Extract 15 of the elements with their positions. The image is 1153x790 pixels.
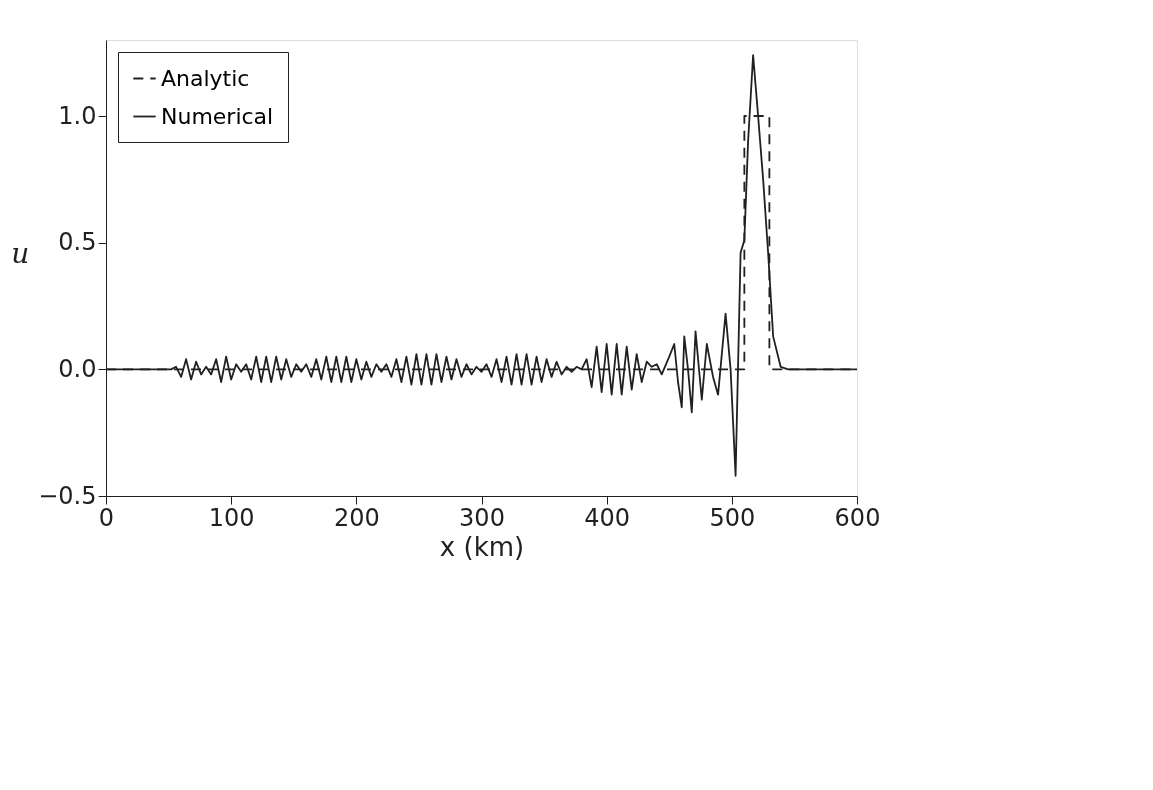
y-tick-label: 0.0: [58, 354, 97, 383]
x-tick-label: 300: [459, 503, 505, 532]
y-tick-label: 0.5: [58, 228, 97, 257]
legend-label: Analytic: [161, 65, 250, 91]
x-tick-label: 600: [834, 503, 881, 532]
x-tick-label: 100: [208, 503, 255, 532]
x-tick-label: 200: [333, 503, 380, 532]
x-tick-label: 400: [584, 503, 631, 532]
y-tick-label: −0.5: [38, 481, 97, 510]
x-axis-title: x (km): [439, 531, 525, 562]
y-tick-label: 1.0: [58, 101, 97, 130]
legend-label: Numerical: [161, 103, 274, 129]
x-tick-label: 0: [98, 503, 115, 532]
x-tick-label: 500: [709, 503, 756, 532]
y-axis-title: u: [11, 236, 30, 270]
